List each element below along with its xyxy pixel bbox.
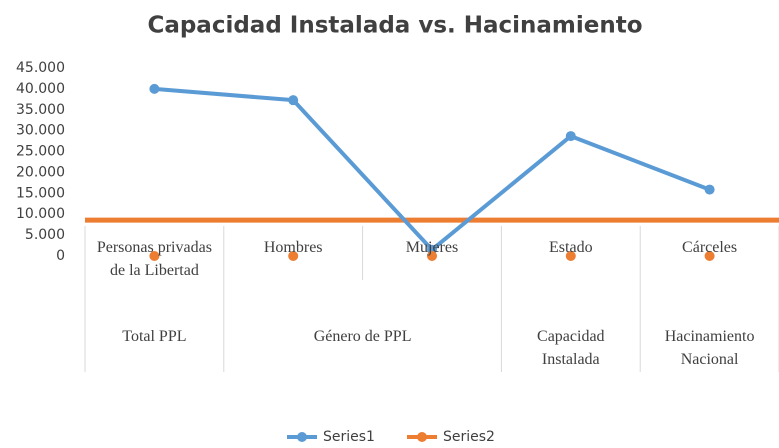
y-tick-label: 5.000 [25, 227, 65, 243]
x-tick-label: Personas privadas de la Libertad [96, 239, 212, 279]
data-point [149, 251, 160, 261]
y-tick-label: 25.000 [16, 144, 65, 160]
group-label: Total PPL [122, 328, 187, 345]
data-point [704, 251, 715, 261]
data-point [704, 184, 715, 195]
y-tick-label: 30.000 [16, 123, 65, 139]
group-label: Hacinamiento Nacional [664, 328, 755, 368]
chart-title: Capacidad Instalada vs. Hacinamiento [147, 13, 642, 39]
legend-marker [417, 432, 427, 442]
data-point [149, 83, 160, 94]
series-line [154, 86, 711, 252]
legend-marker [297, 432, 307, 442]
data-point [288, 95, 299, 106]
y-tick-label: 35.000 [16, 102, 65, 118]
data-point [565, 131, 576, 142]
x-tick-label: Mujeres [405, 239, 459, 256]
x-tick-label: Cárceles [682, 239, 738, 256]
y-tick-label: 0 [56, 248, 65, 264]
x-tick-label: Estado [549, 239, 593, 256]
data-point [288, 251, 299, 261]
y-tick-label: 10.000 [16, 206, 65, 222]
y-tick-label: 15.000 [16, 185, 65, 201]
y-tick-label: 40.000 [16, 81, 65, 97]
data-point [427, 251, 437, 261]
x-tick-label: Hombres [263, 239, 323, 256]
group-label: Género de PPL [313, 328, 412, 345]
data-point [565, 251, 576, 261]
legend-label: Series1 [323, 429, 375, 445]
y-tick-label: 20.000 [16, 164, 65, 180]
group-label: Capacidad Instalada [537, 328, 605, 368]
legend-label: Series2 [443, 429, 495, 445]
y-tick-label: 45.000 [16, 60, 65, 76]
